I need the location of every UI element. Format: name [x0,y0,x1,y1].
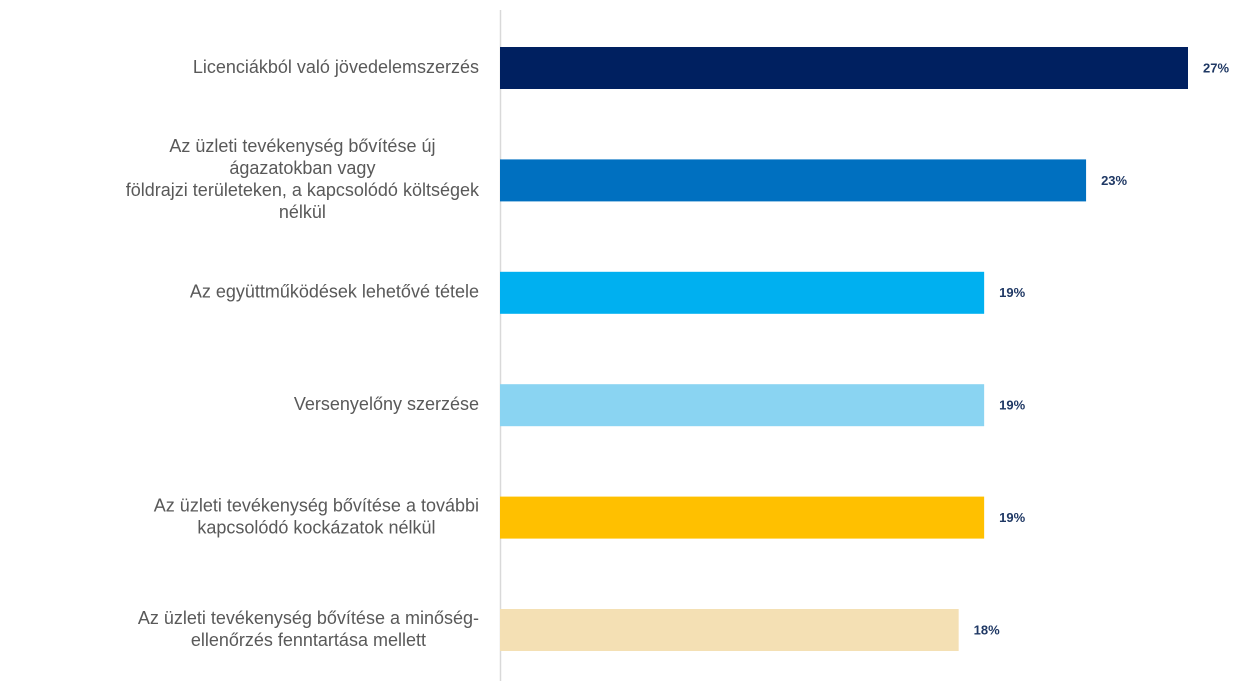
value-label: 18% [974,622,1000,637]
bar [500,496,985,539]
category-label-line: földrajzi területeken, a kapcsolódó költ… [126,180,480,200]
category-label: Az együttműködések lehetővé tétele [190,282,479,302]
bar [500,47,1188,89]
bar [500,609,959,651]
value-label: 19% [999,398,1025,413]
category-label-line: ellenőrzés fenntartása mellett [191,630,426,650]
value-label: 19% [999,510,1025,525]
category-label-line: Az együttműködések lehetővé tétele [190,282,479,302]
value-label: 27% [1203,60,1229,75]
category-label: Versenyelőny szerzése [294,394,479,414]
category-label-line: Az üzleti tevékenység bővítése új [169,136,435,156]
category-label-line: Az üzleti tevékenység bővítése a minőség… [138,608,479,628]
category-label-line: kapcsolódó kockázatok nélkül [197,517,435,537]
category-label: Az üzleti tevékenység bővítése a minőség… [138,608,479,650]
value-label: 23% [1101,173,1127,188]
category-label-line: Versenyelőny szerzése [294,394,479,414]
category-label-line: Licenciákból való jövedelemszerzés [193,57,479,77]
bar [500,159,1087,202]
value-label: 19% [999,285,1025,300]
category-label-line: nélkül [279,202,326,222]
bar [500,384,985,427]
bar [500,271,985,314]
category-label: Licenciákból való jövedelemszerzés [193,57,479,77]
category-label-line: Az üzleti tevékenység bővítése a további [154,495,479,515]
category-label: Az üzleti tevékenység bővítése a további… [154,495,479,537]
category-label-line: ágazatokban vagy [229,158,375,178]
category-label: Az üzleti tevékenység bővítése újágazato… [126,136,480,222]
